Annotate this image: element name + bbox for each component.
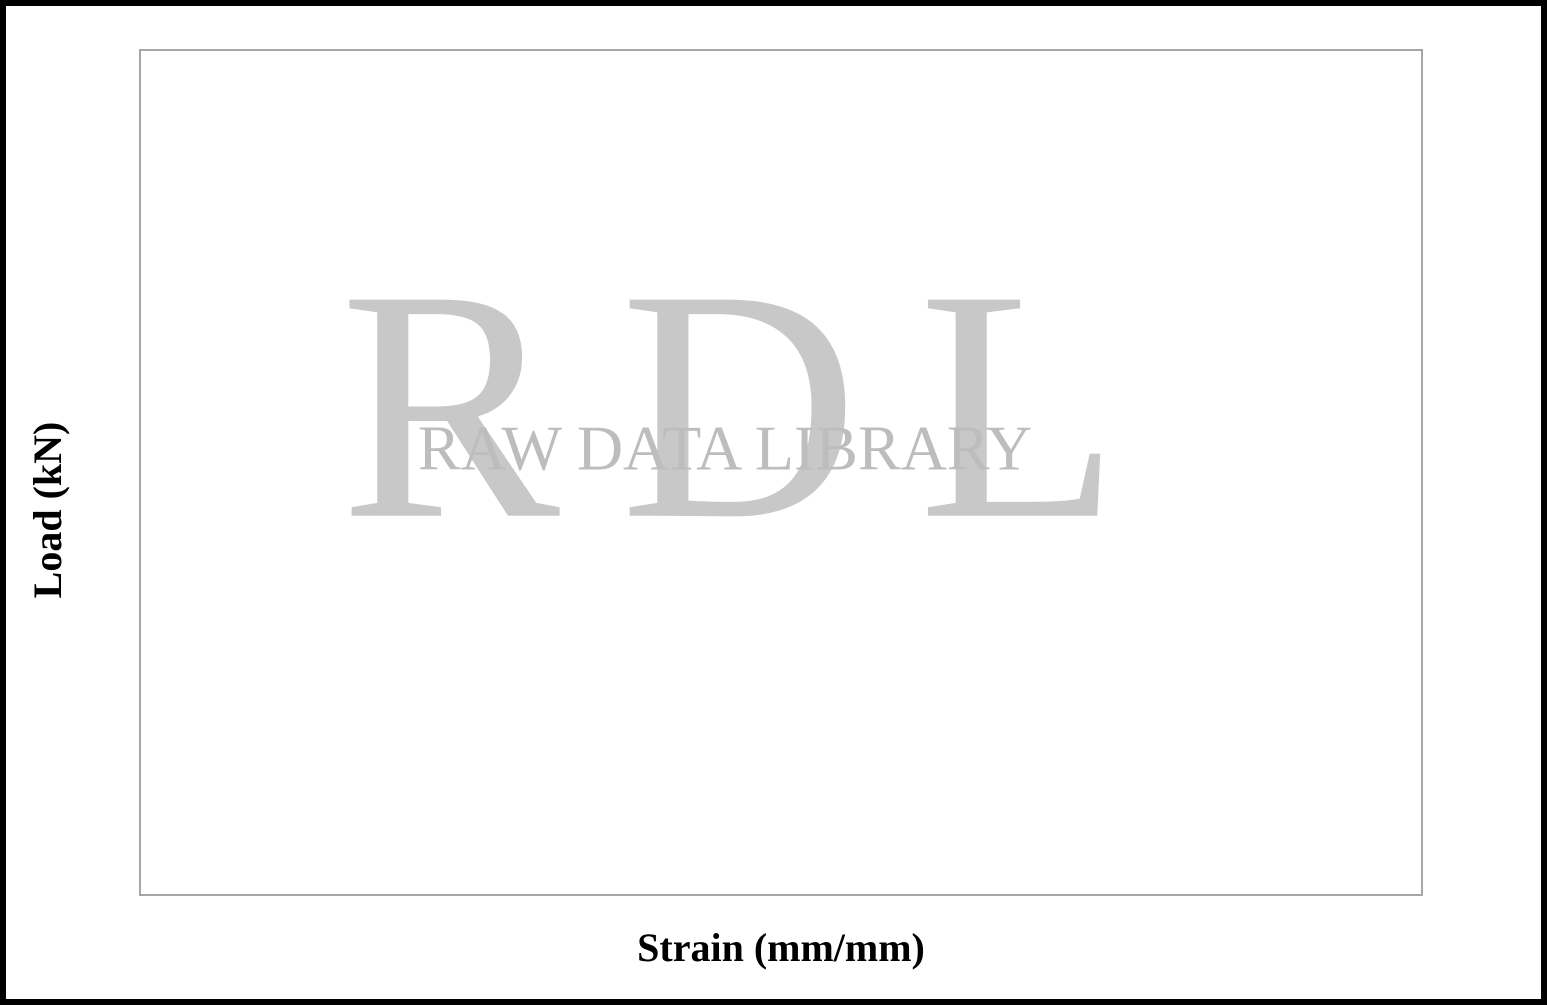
y-axis-title: Load (kN) bbox=[25, 422, 70, 599]
watermark-text: RAW DATA LIBRARY bbox=[418, 413, 1032, 484]
x-axis-title: Strain (mm/mm) bbox=[637, 925, 925, 970]
watermark: RDL RAW DATA LIBRARY bbox=[340, 223, 1180, 588]
plot-border bbox=[139, 49, 1423, 896]
watermark-logo: RDL bbox=[340, 223, 1180, 588]
